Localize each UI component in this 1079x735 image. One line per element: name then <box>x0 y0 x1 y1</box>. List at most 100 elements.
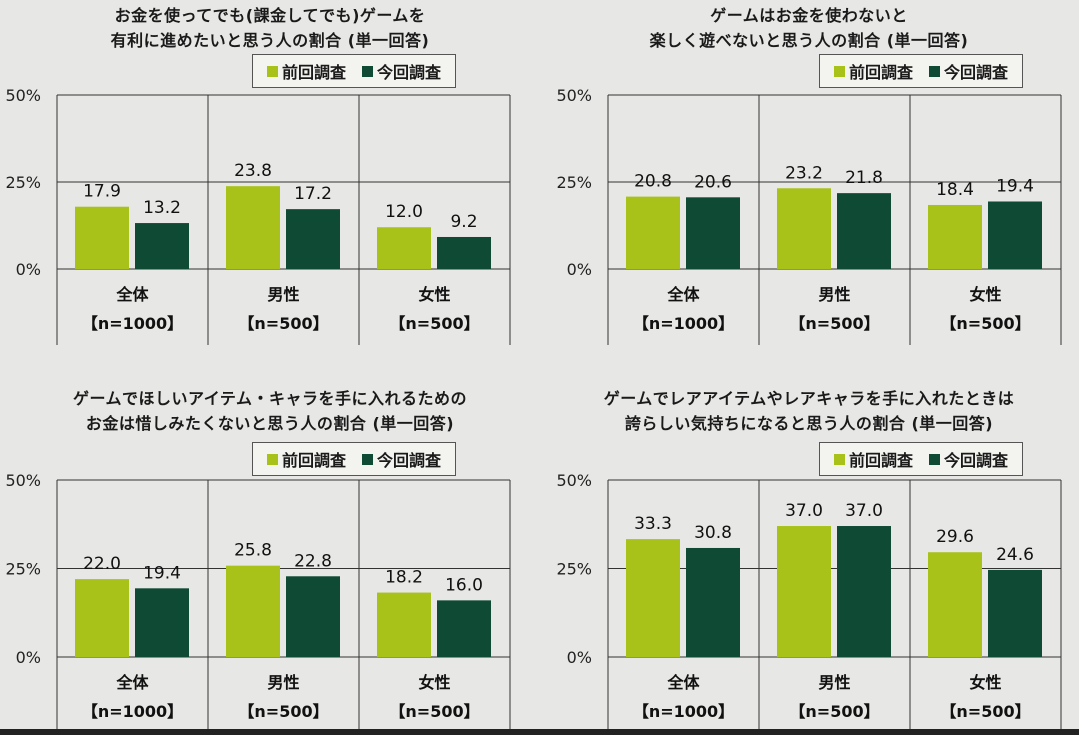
bar <box>988 201 1042 269</box>
legend-swatch-previous <box>267 453 278 465</box>
chart-panel-3: ゲームでほしいアイテム・キャラを手に入れるための お金は惜しみたくないと思う人の… <box>0 367 540 734</box>
bar <box>226 565 280 657</box>
y-tick-label: 50% <box>5 86 41 105</box>
data-label: 30.8 <box>694 523 732 543</box>
category-label: 全体 <box>115 285 149 304</box>
bar <box>928 552 982 657</box>
y-tick-label: 0% <box>16 648 41 667</box>
data-label: 25.8 <box>234 541 272 561</box>
category-label: 男性 <box>818 285 850 304</box>
category-n-label: 【n=500】 <box>238 702 328 721</box>
data-label: 19.4 <box>143 563 181 583</box>
data-label: 33.3 <box>634 514 672 534</box>
y-tick-label: 50% <box>5 471 41 490</box>
data-label: 18.4 <box>936 180 974 200</box>
data-label: 37.0 <box>785 501 823 521</box>
category-label: 女性 <box>418 673 450 692</box>
bar <box>686 547 740 657</box>
bar <box>626 196 680 269</box>
legend-swatch-current <box>362 453 374 465</box>
bar <box>837 526 891 657</box>
category-label: 男性 <box>267 285 299 304</box>
legend-swatch-previous <box>267 65 278 77</box>
chart-panel-4: ゲームでレアアイテムやレアキャラを手に入れたときは 誇らしい気持ちになると思う人… <box>539 367 1079 734</box>
bar <box>75 579 129 657</box>
legend-item-current: 今回調査 <box>362 59 441 83</box>
legend-item-current: 今回調査 <box>929 447 1008 471</box>
chart-title-line-2: 楽しく遊べないと思う人の割合 (単一回答) <box>649 31 969 50</box>
category-n-label: 【n=500】 <box>940 702 1030 721</box>
legend-item-previous: 前回調査 <box>267 59 346 83</box>
category-n-label: 【n=1000】 <box>82 702 183 721</box>
bar <box>437 600 491 657</box>
chart-legend: 前回調査 今回調査 <box>819 442 1024 476</box>
legend-swatch-current <box>929 453 941 465</box>
category-n-label: 【n=1000】 <box>633 314 734 333</box>
chart-panel-1: お金を使ってでも(課金してでも)ゲームを 有利に進めたいと思う人の割合 (単一回… <box>0 0 540 367</box>
bar <box>437 236 491 269</box>
category-label: 女性 <box>969 673 1001 692</box>
legend-label-previous: 前回調査 <box>282 63 347 82</box>
category-n-label: 【n=500】 <box>389 314 479 333</box>
chart-title-line-2: お金は惜しみたくないと思う人の割合 (単一回答) <box>85 414 455 433</box>
bar <box>777 526 831 657</box>
legend-item-previous: 前回調査 <box>267 447 346 471</box>
y-tick-label: 0% <box>16 260 41 279</box>
bar <box>135 223 189 269</box>
bar <box>837 193 891 269</box>
bar-chart: 0% 25% 50% 20.8 23.2 18.4 20.6 21.8 19.4 全体【n=100… <box>556 86 1062 345</box>
chart-title-line-2: 誇らしい気持ちになると思う人の割合 (単一回答) <box>624 414 994 433</box>
bar-chart: 0% 25% 50% 17.9 23.8 12.0 13.2 17.2 9.2 全体【n=1000… <box>5 86 511 345</box>
legend-label-current: 今回調査 <box>377 451 442 470</box>
legend-item-previous: 前回調査 <box>834 447 913 471</box>
chart-title-line-1: お金を使ってでも(課金してでも)ゲームを <box>114 6 426 25</box>
bar-chart: 0% 25% 50% 22.0 25.8 18.2 19.4 22.8 16.0 全体【n=100… <box>5 471 511 729</box>
y-tick-label: 25% <box>556 173 592 192</box>
bar-chart: 0% 25% 50% 33.3 37.0 29.6 30.8 37.0 24.6 全体【n=100… <box>556 471 1062 729</box>
data-label: 20.8 <box>634 172 672 192</box>
data-label: 37.0 <box>845 501 883 521</box>
y-tick-label: 50% <box>556 86 592 105</box>
bar <box>286 209 340 269</box>
legend-swatch-previous <box>834 453 845 465</box>
category-n-label: 【n=500】 <box>389 702 479 721</box>
legend-swatch-previous <box>834 65 845 77</box>
chart-legend: 前回調査 今回調査 <box>252 442 457 476</box>
data-label: 23.2 <box>785 163 823 183</box>
bar <box>988 569 1042 657</box>
y-tick-label: 0% <box>567 648 592 667</box>
legend-label-previous: 前回調査 <box>849 451 914 470</box>
data-label: 23.8 <box>234 161 272 181</box>
bottom-bar <box>0 729 1079 735</box>
y-tick-label: 25% <box>5 560 41 579</box>
chart-title-line-1: ゲームはお金を使わないと <box>710 6 908 25</box>
chart-legend: 前回調査 今回調査 <box>819 54 1024 88</box>
legend-label-current: 今回調査 <box>944 63 1009 82</box>
data-label: 21.8 <box>845 168 883 188</box>
category-n-label: 【n=500】 <box>789 702 879 721</box>
data-label: 29.6 <box>936 527 974 547</box>
legend-label-previous: 前回調査 <box>282 451 347 470</box>
bar <box>626 539 680 657</box>
category-label: 男性 <box>818 673 850 692</box>
data-label: 17.2 <box>294 184 332 204</box>
y-tick-label: 0% <box>567 260 592 279</box>
legend-item-current: 今回調査 <box>362 447 441 471</box>
bar <box>377 592 431 657</box>
legend-label-current: 今回調査 <box>377 63 442 82</box>
bar <box>286 576 340 657</box>
chart-legend: 前回調査 今回調査 <box>252 54 457 88</box>
bar <box>75 206 129 269</box>
bar <box>226 186 280 269</box>
category-label: 全体 <box>115 673 149 692</box>
bar <box>928 204 982 269</box>
chart-panel-2: ゲームはお金を使わないと 楽しく遊べないと思う人の割合 (単一回答) 前回調査 … <box>539 0 1079 367</box>
chart-title-line-2: 有利に進めたいと思う人の割合 (単一回答) <box>110 31 430 50</box>
category-n-label: 【n=1000】 <box>82 314 183 333</box>
category-n-label: 【n=1000】 <box>633 702 734 721</box>
bar <box>377 227 431 269</box>
category-n-label: 【n=500】 <box>789 314 879 333</box>
legend-swatch-current <box>929 65 941 77</box>
data-label: 17.9 <box>83 182 121 202</box>
bar <box>777 188 831 269</box>
